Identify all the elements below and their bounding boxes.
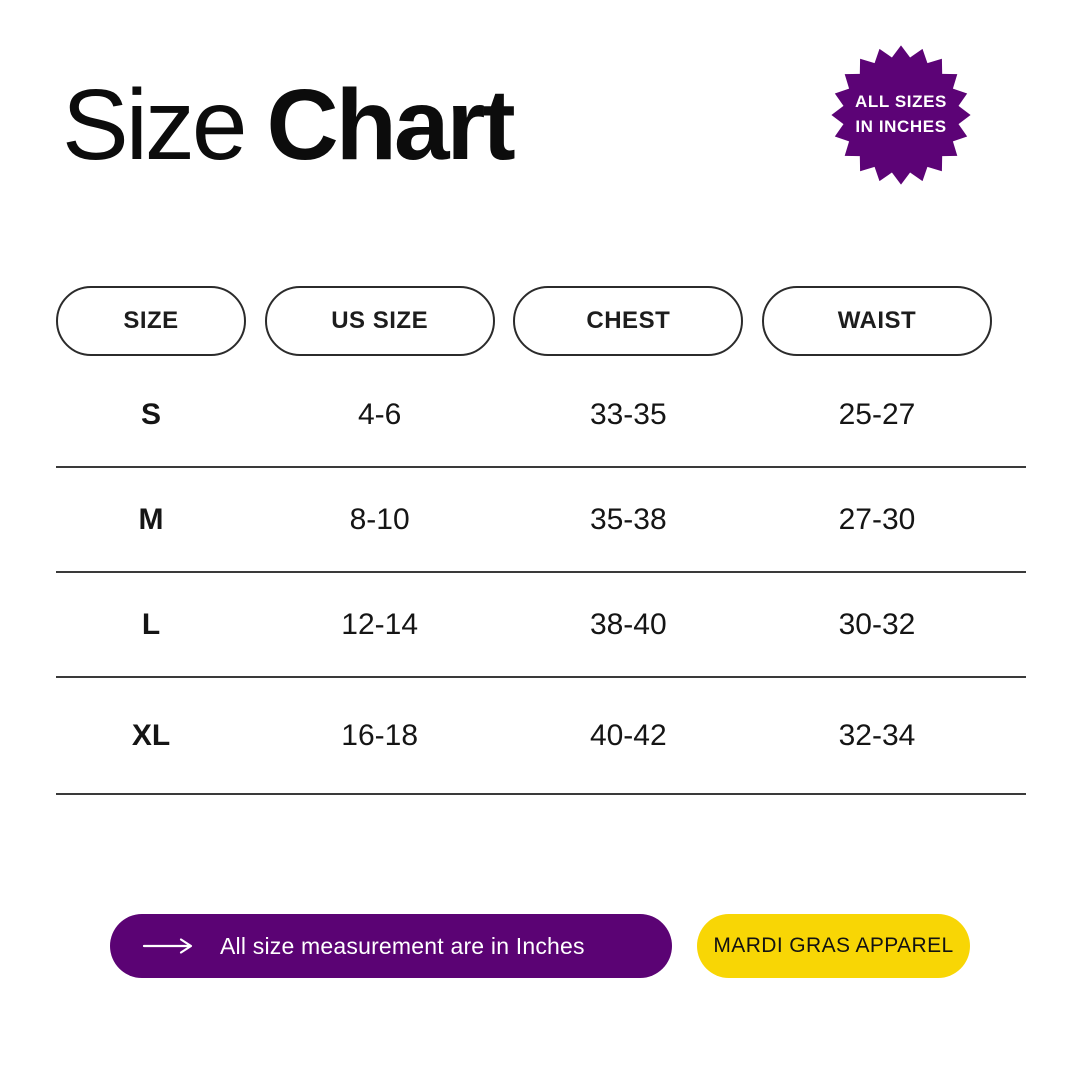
cell-chest: 35-38 xyxy=(589,502,667,536)
column-header-us-size: US SIZE xyxy=(264,286,495,356)
table-header-row: SIZE US SIZE CHEST WAIST xyxy=(56,286,992,356)
badge-line-2: IN INCHES xyxy=(855,117,947,136)
cell-chest: 33-35 xyxy=(589,397,667,431)
cell-us-size: 12-14 xyxy=(341,607,419,641)
size-table: SIZE US SIZE CHEST WAIST S 4-6 33-35 25-… xyxy=(56,286,1026,795)
cell-waist: 32-34 xyxy=(838,718,916,752)
cell-size: L xyxy=(141,607,161,641)
table-row-xl: XL 16-18 40-42 32-34 xyxy=(56,678,992,793)
measurement-note-pill: All size measurement are in Inches xyxy=(110,914,672,978)
column-header-waist: WAIST xyxy=(761,286,992,356)
right-arrow-icon xyxy=(142,938,193,954)
table-row-m: M 8-10 35-38 27-30 xyxy=(56,468,992,571)
cell-us-size: 4-6 xyxy=(357,397,402,431)
row-divider xyxy=(56,793,1026,795)
cell-waist: 30-32 xyxy=(838,607,916,641)
badge-text: ALL SIZES IN INCHES xyxy=(830,44,972,186)
table-row-s: S 4-6 33-35 25-27 xyxy=(56,363,992,466)
page-title: Size Chart xyxy=(62,75,516,175)
cell-waist: 25-27 xyxy=(838,397,916,431)
page-title-light: Size xyxy=(62,69,248,181)
badge-line-1: ALL SIZES xyxy=(855,92,947,112)
cell-chest: 40-42 xyxy=(589,718,667,752)
starburst-icon xyxy=(831,45,971,185)
cell-size: M xyxy=(138,502,164,536)
brand-label: MARDI GRAS APPAREL xyxy=(713,934,954,957)
page-title-bold: Chart xyxy=(266,69,516,181)
cell-size: S xyxy=(140,397,161,431)
table-body: S 4-6 33-35 25-27 M 8-10 35-38 27-30 L 1… xyxy=(56,363,1026,795)
cell-waist: 27-30 xyxy=(838,502,916,536)
table-row-l: L 12-14 38-40 30-32 xyxy=(56,573,992,676)
cell-chest: 38-40 xyxy=(589,607,667,641)
cell-size: XL xyxy=(131,718,171,752)
cell-us-size: 16-18 xyxy=(341,718,419,752)
column-header-size: SIZE xyxy=(56,286,246,356)
brand-pill: MARDI GRAS APPAREL xyxy=(697,914,970,978)
row-divider xyxy=(56,466,1026,468)
measurement-note-text: All size measurement are in Inches xyxy=(220,932,585,959)
column-header-chest: CHEST xyxy=(513,286,744,356)
all-sizes-badge: ALL SIZES IN INCHES xyxy=(830,44,972,186)
cell-us-size: 8-10 xyxy=(349,502,410,536)
row-divider xyxy=(56,676,1026,678)
row-divider xyxy=(56,571,1026,573)
